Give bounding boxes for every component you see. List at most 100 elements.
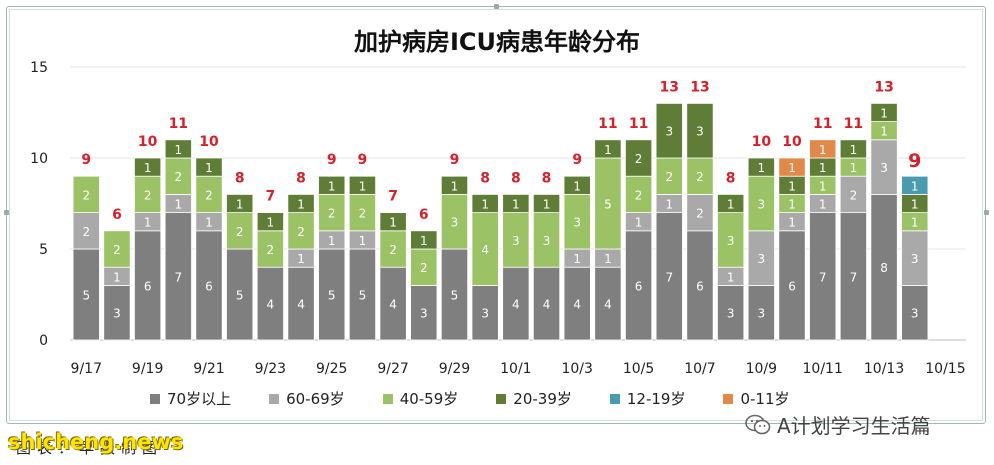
bar-segment-9/18-40-59岁 — [103, 230, 131, 268]
data-label: 1 — [788, 179, 796, 193]
bar-segment-10/2-40-59岁 — [532, 212, 561, 268]
data-label: 6 — [696, 279, 704, 293]
data-label: 4 — [604, 298, 612, 312]
data-label: 7 — [174, 270, 182, 284]
y-tick-label: 0 — [39, 333, 48, 349]
data-label: 1 — [604, 252, 612, 266]
total-label: 13 — [660, 79, 679, 95]
total-label: 9 — [81, 152, 91, 168]
total-label: 10 — [752, 134, 772, 150]
x-tick-label: 10/7 — [684, 361, 715, 377]
total-label: 10 — [199, 134, 219, 150]
data-label: 3 — [911, 307, 919, 321]
chart-title: 加护病房ICU病患年龄分布 — [353, 28, 641, 56]
bar-segment-10/3-20-39岁 — [563, 175, 591, 195]
bar-segment-10/14-60-69岁 — [901, 230, 929, 286]
resize-handle-right[interactable] — [984, 210, 989, 215]
data-label: 1 — [819, 143, 827, 157]
data-label: 3 — [696, 125, 704, 139]
x-tick-label: 10/3 — [561, 361, 592, 377]
legend-swatch — [269, 393, 280, 404]
bar-segment-9/28-20-39岁 — [410, 230, 438, 250]
total-label: 9 — [327, 152, 337, 168]
data-label: 7 — [819, 270, 827, 284]
legend-label: 20-39岁 — [513, 390, 572, 408]
total-label: 8 — [296, 170, 306, 186]
legend-label: 40-59岁 — [399, 390, 459, 408]
data-label: 1 — [297, 252, 305, 266]
total-label: 10 — [138, 134, 158, 150]
data-label: 6 — [788, 279, 796, 293]
data-label: 4 — [267, 298, 275, 312]
bar-segment-9/22-70岁以上 — [226, 248, 254, 341]
bar-segment-9/28-40-59岁 — [410, 248, 438, 286]
x-tick-label: 10/5 — [623, 361, 654, 377]
bar-segment-10/1-70岁以上 — [502, 266, 530, 341]
data-label: 1 — [144, 216, 152, 230]
x-tick-label: 9/25 — [316, 361, 347, 377]
bar-segment-10/7-70岁以上 — [686, 230, 714, 341]
data-label: 3 — [727, 307, 735, 321]
data-label: 5 — [451, 289, 459, 303]
bar-segment-9/24-40-59岁 — [287, 212, 315, 250]
y-tick-label: 10 — [30, 151, 48, 167]
bar-segment-9/30-40-59岁 — [471, 212, 499, 286]
total-label: 7 — [265, 189, 275, 205]
total-label: 10 — [782, 134, 802, 150]
data-label: 3 — [543, 234, 551, 248]
data-label: 5 — [604, 198, 612, 212]
bar-segment-10/2-70岁以上 — [532, 266, 561, 341]
total-label: 11 — [629, 116, 648, 132]
wechat-tag: A计划学习生活篇 — [745, 410, 931, 439]
bar-segment-10/12-60-69岁 — [839, 175, 867, 213]
bar-segment-9/21-70岁以上 — [195, 230, 223, 341]
bar-segment-9/30-70岁以上 — [471, 284, 499, 341]
data-label: 1 — [880, 125, 888, 139]
legend-swatch — [382, 393, 393, 404]
total-label: 8 — [480, 170, 490, 186]
data-label: 1 — [665, 198, 673, 212]
data-label: 4 — [512, 298, 520, 312]
bar-segment-10/7-40-59岁 — [686, 157, 714, 195]
x-tick-label: 9/19 — [132, 361, 163, 377]
data-label: 1 — [481, 198, 489, 212]
data-label: 1 — [911, 198, 919, 212]
bar-segment-10/5-20-39岁 — [624, 139, 653, 177]
bar-segment-9/22-20-39岁 — [226, 193, 254, 213]
x-tick-label: 10/15 — [925, 361, 965, 377]
data-label: 4 — [297, 298, 305, 312]
data-label: 3 — [758, 198, 766, 212]
bar-segment-10/6-20-39岁 — [655, 103, 683, 159]
data-label: 2 — [850, 188, 858, 202]
data-label: 1 — [543, 198, 551, 212]
resize-handle-top[interactable] — [494, 4, 499, 9]
data-label: 1 — [144, 161, 152, 175]
data-label: 4 — [389, 298, 397, 312]
total-label: 8 — [542, 170, 552, 186]
total-label: 8 — [511, 170, 521, 186]
bar-segment-10/12-70岁以上 — [839, 212, 867, 341]
legend-item: 70岁以上 — [150, 388, 231, 409]
data-label: 1 — [758, 161, 766, 175]
legend-swatch — [150, 393, 160, 404]
bar-segment-10/2-20-39岁 — [532, 193, 561, 213]
data-label: 1 — [819, 179, 827, 193]
data-label: 2 — [297, 225, 305, 239]
data-label: 4 — [481, 243, 489, 257]
data-label: 2 — [82, 225, 90, 239]
bar-segment-10/13-60-69岁 — [870, 139, 898, 195]
data-label: 3 — [113, 307, 121, 321]
bar-segment-10/5-70岁以上 — [624, 230, 653, 341]
data-label: 6 — [205, 279, 213, 293]
bar-segment-10/9-40-59岁 — [747, 175, 775, 232]
data-label: 2 — [696, 170, 704, 184]
data-label: 3 — [758, 252, 766, 266]
total-label: 13 — [874, 79, 893, 95]
data-label: 1 — [297, 198, 305, 212]
data-label: 1 — [573, 252, 581, 266]
data-label: 1 — [236, 198, 244, 212]
bar-segment-9/27-40-59岁 — [379, 230, 407, 268]
resize-handle-left[interactable] — [4, 210, 9, 215]
legend-item: 0-11岁 — [723, 388, 790, 409]
data-label: 3 — [758, 307, 766, 321]
